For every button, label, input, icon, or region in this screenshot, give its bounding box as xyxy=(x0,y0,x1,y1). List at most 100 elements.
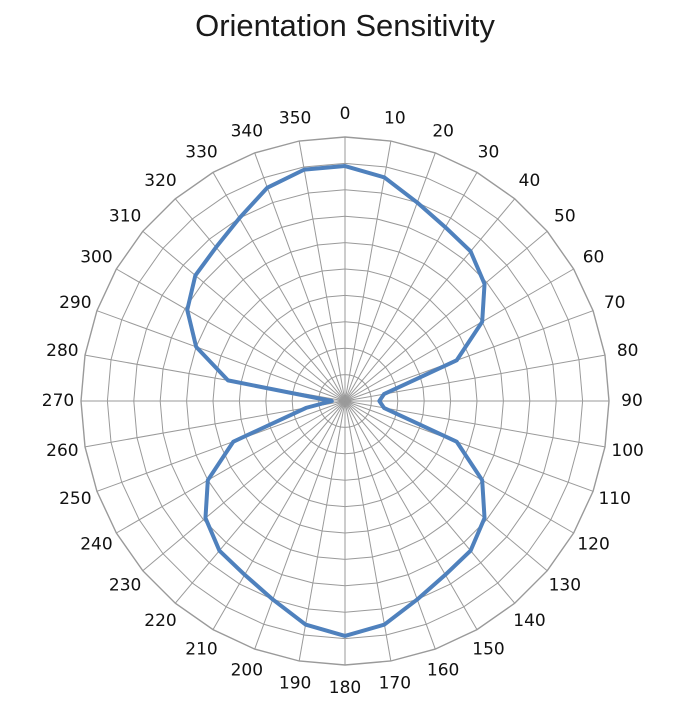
angle-tick-label: 310 xyxy=(109,207,141,227)
data-point xyxy=(469,249,473,253)
data-point xyxy=(415,201,419,205)
data-point xyxy=(382,175,386,179)
angle-tick-label: 290 xyxy=(59,293,91,313)
angle-tick-label: 40 xyxy=(519,171,541,191)
angle-tick-label: 170 xyxy=(379,674,411,694)
grid-spoke xyxy=(174,400,346,604)
angle-tick-label: 110 xyxy=(598,489,630,509)
angle-tick-label: 70 xyxy=(604,293,626,313)
data-point xyxy=(343,164,347,168)
data-point xyxy=(203,516,207,520)
grid-spoke xyxy=(344,198,516,402)
angle-tick-label: 240 xyxy=(80,535,112,555)
grid-spoke xyxy=(344,400,574,534)
angle-tick-label: 220 xyxy=(144,611,176,631)
angle-tick-label: 160 xyxy=(427,661,459,681)
grid-spoke xyxy=(344,400,594,492)
angle-tick-label: 0 xyxy=(340,104,351,124)
grid-spoke xyxy=(344,400,478,630)
grid-spoke xyxy=(344,140,392,402)
angle-tick-label: 230 xyxy=(109,575,141,595)
data-point xyxy=(469,549,473,553)
data-point xyxy=(483,516,487,520)
data-point xyxy=(480,320,484,324)
data-point xyxy=(214,245,218,249)
angle-tick-label: 210 xyxy=(185,640,217,660)
data-point xyxy=(226,378,230,382)
series-layer xyxy=(185,164,487,638)
data-point xyxy=(382,623,386,627)
grid-spoke xyxy=(174,198,346,402)
data-point xyxy=(194,345,198,349)
angle-tick-label: 50 xyxy=(554,207,576,227)
angle-tick-label: 250 xyxy=(59,489,91,509)
grid-spoke xyxy=(142,230,346,402)
data-point xyxy=(265,186,269,190)
chart-title: Orientation Sensitivity xyxy=(195,8,495,43)
angle-tick-label: 190 xyxy=(279,674,311,694)
grid-spoke xyxy=(344,268,574,402)
angle-tick-label: 90 xyxy=(621,391,643,411)
data-point xyxy=(382,392,386,396)
data-point xyxy=(455,440,459,444)
data-point xyxy=(206,478,210,482)
data-point xyxy=(343,634,347,638)
grid-spoke xyxy=(116,400,346,534)
grid-spoke xyxy=(96,400,346,492)
angle-tick-label: 270 xyxy=(42,391,74,411)
angle-tick-label: 350 xyxy=(279,108,311,128)
grid-spoke xyxy=(254,400,346,650)
angle-tick-label: 180 xyxy=(329,678,361,698)
data-point xyxy=(304,623,308,627)
angle-tick-label: 340 xyxy=(231,121,263,141)
data-point xyxy=(185,308,189,312)
angle-tick-label: 260 xyxy=(46,441,78,461)
angle-tick-label: 140 xyxy=(513,611,545,631)
grid-spoke xyxy=(344,400,392,662)
grid-spoke xyxy=(344,400,436,650)
data-point xyxy=(443,573,447,577)
grid-spoke xyxy=(298,140,346,402)
grid-spoke xyxy=(298,400,346,662)
data-point xyxy=(382,406,386,410)
data-point xyxy=(304,406,308,410)
data-point xyxy=(217,549,221,553)
data-point xyxy=(243,573,247,577)
grid-spoke xyxy=(212,400,346,630)
data-point xyxy=(455,358,459,362)
angle-tick-label: 130 xyxy=(549,575,581,595)
data-point xyxy=(237,216,241,220)
angle-tick-label: 80 xyxy=(617,341,639,361)
angle-tick-label: 100 xyxy=(611,441,643,461)
grid-spoke xyxy=(254,152,346,402)
data-point xyxy=(483,282,487,286)
grid-spoke xyxy=(116,268,346,402)
angle-tick-label: 30 xyxy=(478,142,500,162)
angle-tick-label: 320 xyxy=(144,171,176,191)
angle-tick-label: 20 xyxy=(432,121,454,141)
angle-tick-label: 120 xyxy=(577,535,609,555)
data-point xyxy=(330,399,334,403)
grid-spoke xyxy=(344,310,594,402)
grid-spoke xyxy=(344,152,436,402)
grid-spoke xyxy=(142,400,346,572)
polar-grid xyxy=(80,136,610,666)
angle-tick-label: 60 xyxy=(583,248,605,268)
grid-spoke xyxy=(96,310,346,402)
angle-tick-label: 10 xyxy=(384,108,406,128)
angle-tick-label: 330 xyxy=(185,142,217,162)
data-point xyxy=(231,440,235,444)
data-point xyxy=(443,225,447,229)
data-point xyxy=(480,478,484,482)
data-point xyxy=(302,168,306,172)
grid-spoke xyxy=(344,400,548,572)
grid-spoke xyxy=(344,172,478,402)
angle-tick-label: 300 xyxy=(80,248,112,268)
data-point xyxy=(415,597,419,601)
data-point xyxy=(377,399,381,403)
grid-spoke xyxy=(344,400,516,604)
data-point xyxy=(271,597,275,601)
data-point xyxy=(193,273,197,277)
